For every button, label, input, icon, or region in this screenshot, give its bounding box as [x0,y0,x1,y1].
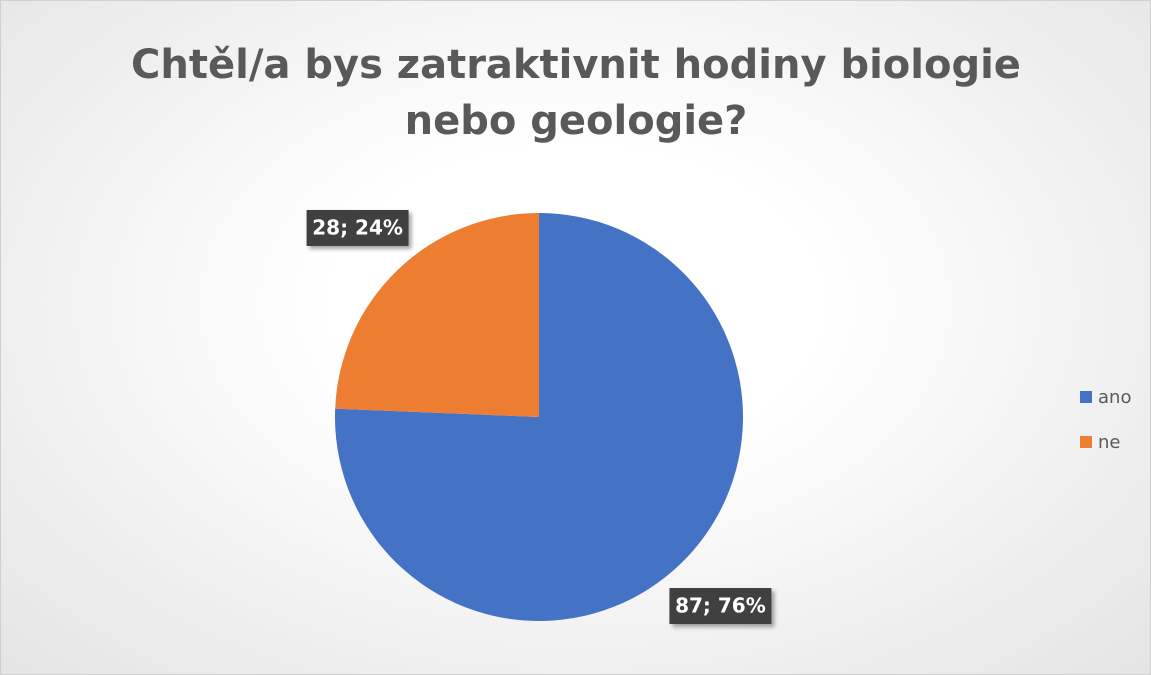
data-label-box [669,588,772,625]
legend-swatch [1080,436,1092,448]
pie-slice [335,213,539,417]
data-label-box [306,209,409,246]
legend-label: ano [1098,387,1131,408]
legend-label: ne [1098,432,1120,453]
data-label: 87; 76% [675,594,766,618]
data-label: 28; 24% [312,215,403,239]
legend-swatch [1080,391,1092,403]
chart-title: Chtěl/a bys zatraktivnit hodiny biologie… [131,42,1021,144]
